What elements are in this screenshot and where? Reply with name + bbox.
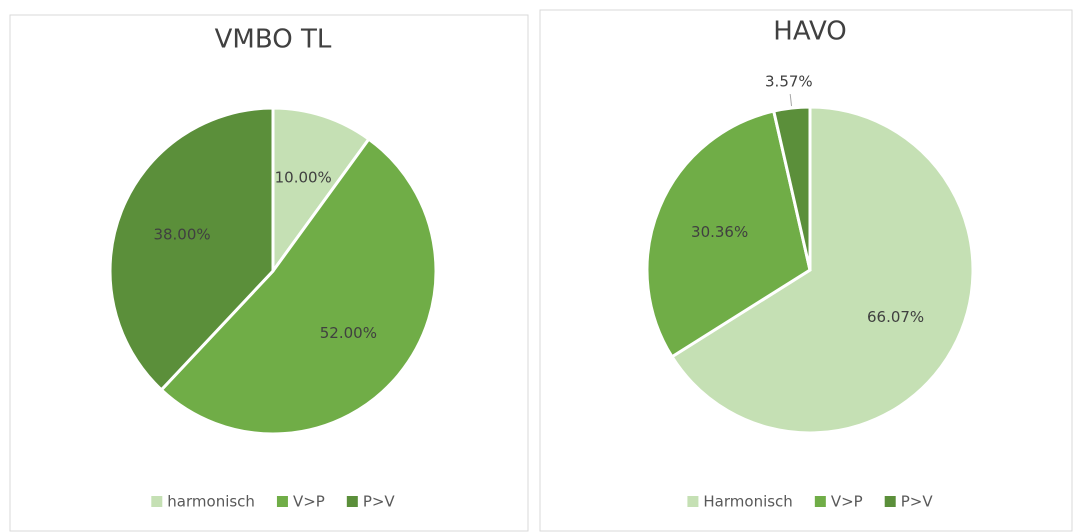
chart-title: VMBO TL — [215, 25, 332, 55]
pie-slice — [108, 106, 275, 392]
legend-swatch — [687, 496, 699, 507]
legend-swatch — [884, 496, 896, 507]
pie-slice — [645, 109, 812, 359]
data-label: 3.57% — [765, 73, 813, 91]
legend-label: harmonisch — [167, 493, 255, 511]
data-label: 66.07% — [867, 308, 924, 326]
legend-label: P>V — [363, 493, 396, 511]
data-label: 38.00% — [153, 225, 210, 243]
pie-slice — [669, 105, 975, 435]
data-label: 30.36% — [691, 223, 748, 241]
legend-label: P>V — [901, 493, 934, 511]
pie-slice — [771, 105, 812, 271]
pie-slice — [159, 137, 438, 436]
data-label: 52.00% — [320, 324, 377, 342]
legend-swatch — [814, 496, 826, 507]
legend-swatch — [276, 496, 288, 507]
chart-title: HAVO — [773, 17, 846, 47]
legend-swatch — [346, 496, 358, 507]
legend-label: V>P — [831, 493, 863, 511]
leader-line — [789, 94, 793, 107]
legend-label: Harmonisch — [703, 493, 792, 511]
legend-label: V>P — [293, 493, 325, 511]
data-label: 10.00% — [275, 168, 332, 186]
legend-swatch — [151, 496, 163, 507]
pie-slice — [271, 106, 371, 276]
